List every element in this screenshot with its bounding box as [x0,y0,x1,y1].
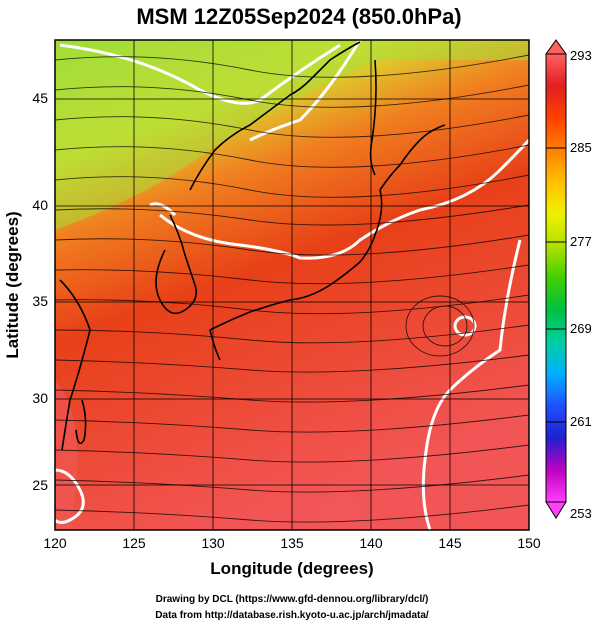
y-axis-label: Latitude (degrees) [3,211,22,358]
streamlines [55,54,529,523]
x-axis-label: Longitude (degrees) [210,559,373,578]
colorbar-tick-label: 269 [570,321,592,336]
streamline [55,414,529,433]
x-tick-label: 140 [359,535,383,551]
y-tick-label: 35 [32,293,48,309]
colorbar-tick-label: 261 [570,414,592,429]
streamline [55,144,529,168]
colorbar-tick-label: 277 [570,234,592,249]
x-tick-label: 145 [438,535,462,551]
colorbar: 293 285 277 269 261 253 [545,39,592,521]
coastline-sakhalin [369,59,377,176]
coastline-kyushu [209,329,221,361]
y-tick-label: 45 [32,90,48,106]
colorbar-top-arrow [545,39,567,55]
streamline [55,384,529,403]
streamline [55,354,529,373]
isotherm-contour [149,202,177,217]
map-area [55,40,529,530]
y-tick-label: 30 [32,390,48,406]
chart-title: MSM 12Z05Sep2024 (850.0hPa) [136,4,461,29]
x-tick-label: 130 [201,535,225,551]
streamline [55,444,529,463]
coastline-japan [209,189,383,331]
colorbar-tick-label: 293 [570,48,592,63]
streamline-vortex [405,295,475,357]
isotherm-contour [59,43,341,105]
credit-line-1: Drawing by DCL (https://www.gfd-dennou.o… [156,594,429,605]
streamline [55,294,529,315]
y-tick-label: 25 [32,477,48,493]
credit-line-2: Data from http://database.rish.kyoto-u.a… [155,610,429,621]
streamline [55,504,529,523]
streamline [55,114,529,138]
streamline [55,174,529,198]
streamline [55,474,529,493]
colorbar-tick-label: 253 [570,506,592,521]
streamline [55,264,529,285]
streamline [55,324,529,344]
coastline-taiwan [75,399,87,445]
colorbar-bottom-arrow [545,501,567,519]
streamline [55,54,529,78]
streamline [55,84,529,108]
x-tick-label: 125 [122,535,146,551]
streamline-vortex [422,305,468,347]
x-axis: 120 125 130 135 140 145 150 Longitude (d… [43,535,541,578]
colorbar-scale [545,53,567,503]
coastline-china [59,279,91,451]
cold-air-region [55,40,529,230]
hot-air-region [55,380,78,530]
colorbar-tick-label: 285 [570,140,592,155]
y-tick-label: 40 [32,197,48,213]
coastline-hokkaido [379,124,446,191]
graticule [55,40,529,530]
coastline-korea [155,214,198,315]
x-tick-label: 135 [280,535,304,551]
isotherm-contour [55,468,85,524]
x-tick-label: 120 [43,535,67,551]
colorbar-ticks [546,147,566,423]
streamline [55,234,529,256]
x-tick-label: 150 [517,535,541,551]
isotherm-contour [159,138,529,260]
y-axis: 25 30 35 40 45 Latitude (degrees) [3,90,48,493]
streamline [55,204,529,226]
map-frame [54,39,530,531]
